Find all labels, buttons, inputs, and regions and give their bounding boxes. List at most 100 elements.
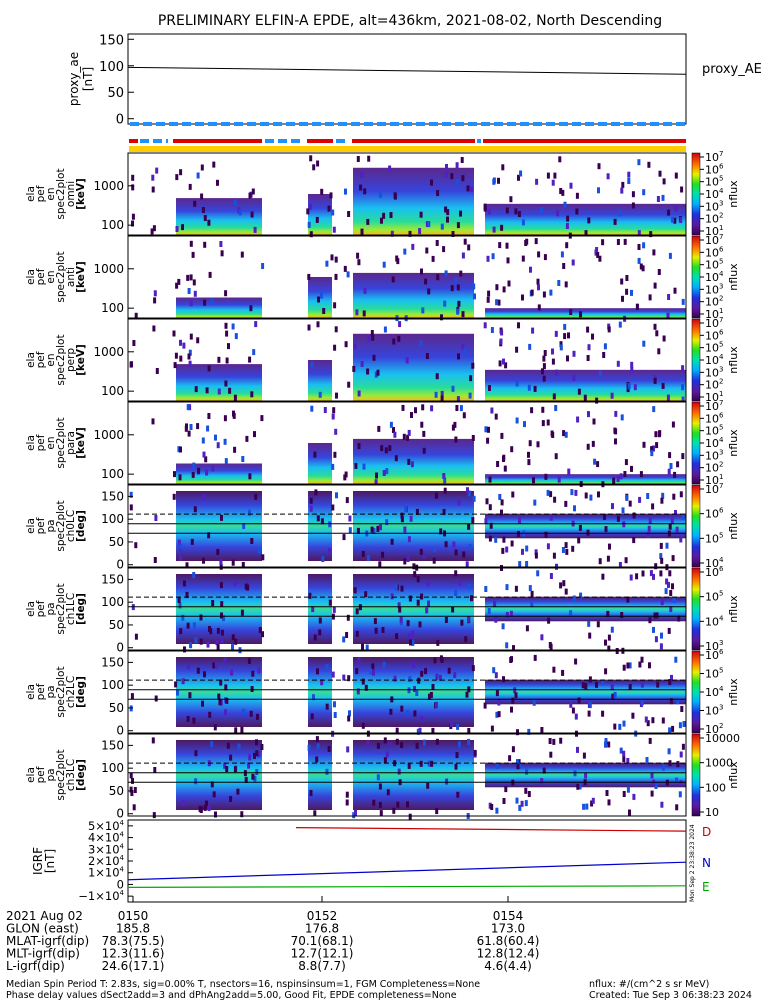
spectrogram-pixel [662,178,666,185]
colorbar-tick-label: 104 [705,685,724,699]
spectrogram-pixel [472,283,476,290]
spectrogram-pixel [344,188,347,195]
spectrogram-pixel [393,675,397,682]
spectrogram-pixel [403,558,407,565]
spectrogram-pixel [483,203,487,210]
spectrogram-pixel [250,686,254,692]
spectrogram-pixel [559,582,563,589]
spectrogram-pixel [220,514,223,521]
spectrogram-pixel [457,353,460,360]
spectrogram-tick-label: 100 [101,512,124,526]
spectrogram-pixel [552,552,556,559]
spectrogram-pixel [595,247,599,253]
spectrogram-pixel [530,407,534,414]
spectrogram-pixel [466,487,469,494]
spectrogram-pixel [348,515,352,522]
spectrogram-pixel [650,446,654,453]
spectrogram-pixel [459,270,463,277]
spectrogram-pixel [416,576,420,583]
spectrogram-pixel [203,671,206,678]
colorbar-tick-label: 107 [705,316,723,330]
colorbar-label: nflux [727,512,740,540]
colorbar-tick-exponent: 4 [719,353,724,361]
spectrogram-pixel [189,300,193,307]
spectrogram-pixel [541,406,545,413]
spectrogram-pixel [232,412,236,419]
spectrogram-ylabel-line: anti [65,267,77,287]
spectrogram-pixel [667,627,671,634]
spectrogram-pixel [333,302,337,309]
spectrogram-en-0: 1000100elapefenspec2plotomni[keV]1071061… [25,150,740,239]
colorbar-tick-label: 101 [705,224,723,238]
spectrogram-pixel [432,546,436,553]
spectrogram-pixel [586,326,590,333]
spectrogram-pixel [401,404,405,411]
igrf-tick-exponent: 4 [120,854,125,862]
spectrogram-pixel [192,279,196,286]
spectrogram-pixel [432,557,436,564]
ephemeris-value: 8.8(7.7) [298,959,346,973]
spectrogram-pixel [247,509,251,516]
spectrogram-pixel [450,173,454,180]
spectrogram-pixel [616,360,620,367]
spectrogram-pixel [667,748,671,755]
spectrogram-pixel [669,463,673,469]
state-bar-segment [260,122,269,126]
spectrogram-pixel [668,679,672,685]
spectrogram-pixel [361,722,365,729]
spectrogram-pixel [418,727,422,734]
state-bar-segment [598,122,607,126]
state-bar-segment [153,139,162,143]
spectrogram-pixel [421,404,425,411]
spectrogram-pixel [662,335,666,342]
state-bar-segment [299,122,308,126]
spectrogram-pixel [251,188,255,195]
spectrogram-pixel [499,338,503,345]
spectrogram-pixel [233,580,237,587]
spectrogram-pixel [576,783,580,790]
spectrogram-pixel [186,715,190,722]
spectrogram-pixel [425,247,429,254]
colorbar-tick-label: 101 [705,390,723,404]
colorbar-label: nflux [727,429,740,457]
spectrogram-pixel [551,358,555,365]
spectrogram-pixel [363,188,367,195]
spectrogram-pixel [309,155,313,162]
spectrogram-pixel [175,282,179,289]
colorbar-tick-exponent: 6 [719,648,724,656]
spectrogram-pixel [490,725,494,732]
spectrogram-pixel [668,252,672,259]
colorbar-tick-exponent: 6 [719,245,724,253]
spectrogram-pixel [175,174,179,181]
spectrogram-pixel [470,595,473,602]
igrf-tick-label: 1×104 [88,866,125,880]
spectrogram-pixel [517,759,521,766]
spectrogram-pixel [188,349,192,356]
spectrogram-pixel [557,280,561,286]
spectrogram-pixel [212,662,216,669]
spectrogram-pixel [460,619,464,626]
spectrogram-pixel [346,614,350,621]
spectrogram-pixel [411,630,415,637]
spectrogram-frame [127,650,687,734]
spectrogram-pixel [495,299,499,306]
spectrogram-pixel [233,199,237,206]
spectrogram-pixel [578,783,582,790]
spectrogram-pixel [671,725,675,732]
spectrogram-pixel [214,662,218,669]
spectrogram-pixel [131,220,134,227]
spectrogram-pixel [186,622,190,629]
spectrogram-pixel [524,240,528,246]
proxy-ae-line [127,66,687,75]
spectrogram-pixel [442,473,446,479]
spectrogram-pixel [376,742,380,749]
spectrogram-pixel [562,430,566,437]
spectrogram-pixel [328,548,332,555]
spectrogram-pixel [610,392,614,399]
spectrogram-pixel [486,255,490,262]
spectrogram-pixel [225,357,229,364]
spectrogram-pixel [420,421,424,428]
spectrogram-pixel [510,706,513,713]
igrf-series-D [295,827,687,832]
